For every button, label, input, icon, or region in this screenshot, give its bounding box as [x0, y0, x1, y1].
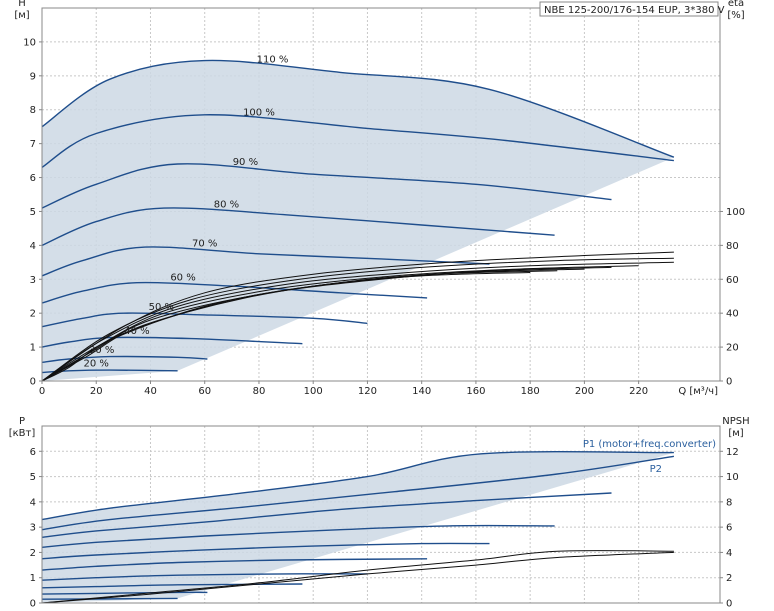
- y2-tick-label: 40: [726, 309, 739, 320]
- speed-label: 90 %: [233, 157, 258, 168]
- plot-frame: [41, 7, 721, 382]
- y2-tick-label: 0: [726, 377, 732, 388]
- y2-tick-label: 60: [726, 275, 739, 286]
- series-curve-1: [41, 455, 675, 531]
- y-tick-label: 4: [30, 241, 36, 252]
- series-curve-9: [41, 597, 178, 600]
- series-curve-6: [41, 573, 368, 581]
- y-tick-label: 7: [30, 139, 36, 150]
- y-axis-unit: [кВт]: [9, 428, 36, 439]
- series-curve-7: [41, 336, 303, 348]
- speed-label: 80 %: [214, 200, 239, 211]
- y-tick-label: 6: [30, 447, 36, 458]
- x-tick-label: 20: [90, 386, 103, 397]
- x-tick-label: 160: [466, 386, 485, 397]
- x-tick-label: 60: [198, 386, 211, 397]
- series-curve-8: [41, 355, 208, 364]
- x-tick-label: 200: [575, 386, 594, 397]
- y-tick-label: 1: [30, 343, 36, 354]
- y-tick-label: 1: [30, 573, 36, 584]
- y2-axis-unit: [м]: [728, 428, 743, 439]
- y2-tick-label: 0: [726, 599, 732, 610]
- x-tick-label: 0: [39, 386, 45, 397]
- legend-p1: P1 (motor+freq.converter): [583, 439, 716, 450]
- y-tick-label: 10: [23, 37, 36, 48]
- title-frame: [539, 1, 719, 17]
- y-tick-label: 0: [30, 599, 36, 610]
- y-tick-label: 2: [30, 309, 36, 320]
- y2-tick-label: 4: [726, 548, 732, 559]
- efficiency-curve-2: [41, 261, 674, 382]
- series-curve-1: [41, 114, 674, 168]
- series-curve-4: [41, 542, 490, 560]
- y2-tick-label: 20: [726, 343, 739, 354]
- x-tick-label: 140: [412, 386, 431, 397]
- y-tick-label: 5: [30, 207, 36, 218]
- series-curve-0: [41, 59, 675, 158]
- series-curve-3: [41, 524, 555, 549]
- series-curve-5: [41, 558, 428, 571]
- y-tick-label: 4: [30, 497, 36, 508]
- x-tick-label: 180: [521, 386, 540, 397]
- legend-p2: P2: [650, 464, 662, 475]
- x-tick-label: 100: [304, 386, 323, 397]
- x-tick-label: 80: [253, 386, 266, 397]
- y-tick-label: 5: [30, 472, 36, 483]
- y-axis-title: P: [19, 416, 25, 427]
- y2-tick-label: 8: [726, 497, 732, 508]
- y2-axis-unit: [%]: [727, 10, 744, 21]
- series-curve-3: [41, 207, 555, 247]
- x-tick-label: 120: [358, 386, 377, 397]
- y2-axis-title: eta: [728, 0, 744, 9]
- speed-label: 50 %: [149, 302, 174, 313]
- series-curve-4: [41, 246, 490, 277]
- series-curve-6: [41, 312, 368, 328]
- series-curve-2: [41, 163, 612, 209]
- speed-label: 100 %: [243, 107, 275, 118]
- y-tick-label: 3: [30, 523, 36, 534]
- speed-label: 30 %: [89, 345, 114, 356]
- chart-title-box: NBE 125-200/176-154 EUP, 3*380 V: [539, 1, 725, 17]
- speed-label: 110 %: [257, 54, 289, 65]
- x-tick-label: 220: [629, 386, 648, 397]
- y2-tick-label: 2: [726, 573, 732, 584]
- npsh-curve-1: [41, 551, 674, 604]
- series-curve-5: [41, 281, 428, 304]
- y-tick-label: 9: [30, 71, 36, 82]
- y2-tick-label: 80: [726, 241, 739, 252]
- efficiency-curve-1: [41, 257, 674, 382]
- y2-tick-label: 6: [726, 523, 732, 534]
- speed-label: 70 %: [192, 239, 217, 250]
- x-axis-title: Q [м³/ч]: [678, 386, 718, 397]
- plot-frame: [41, 425, 721, 604]
- y-tick-label: 2: [30, 548, 36, 559]
- chart-title: NBE 125-200/176-154 EUP, 3*380 V: [544, 5, 725, 16]
- y2-tick-label: 12: [726, 447, 739, 458]
- npsh-curve-0: [41, 550, 674, 604]
- efficiency-curve-7: [41, 272, 531, 382]
- x-tick-label: 40: [144, 386, 157, 397]
- y2-axis-title: NPSH: [722, 416, 749, 427]
- speed-label: 20 %: [84, 358, 109, 369]
- series-curve-8: [41, 591, 208, 595]
- series-curve-0: [41, 451, 674, 521]
- speed-label: 40 %: [124, 326, 149, 337]
- y-tick-label: 8: [30, 105, 36, 116]
- y2-tick-label: 100: [726, 207, 745, 218]
- operating-region: [42, 451, 674, 603]
- y2-tick-label: 10: [726, 472, 739, 483]
- series-curve-9: [41, 369, 178, 374]
- y-tick-label: 3: [30, 275, 36, 286]
- y-axis-unit: [м]: [14, 10, 29, 21]
- y-axis-title: H: [18, 0, 26, 9]
- y-tick-label: 0: [30, 377, 36, 388]
- series-curve-2: [41, 492, 612, 538]
- y-tick-label: 6: [30, 173, 36, 184]
- speed-label: 60 %: [170, 272, 195, 283]
